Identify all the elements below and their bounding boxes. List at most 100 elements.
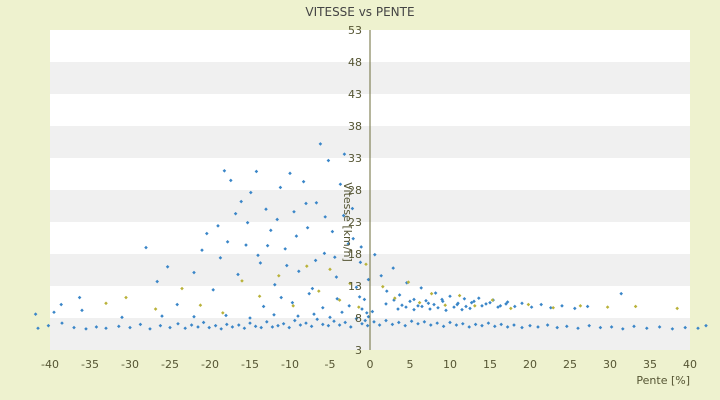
x-tick-label: -10 [281, 358, 299, 371]
chart-title: VITESSE vs PENTE [305, 5, 414, 19]
data-point [128, 325, 132, 330]
data-point [384, 302, 388, 306]
data-point [396, 307, 400, 311]
y-tick-label: 33 [348, 152, 362, 165]
y-tick-label: 3 [355, 344, 362, 357]
data-point [609, 325, 614, 329]
data-point [77, 295, 82, 300]
data-point [573, 306, 577, 311]
data-point [670, 327, 675, 331]
data-point [36, 326, 40, 331]
data-point [248, 321, 252, 325]
data-point [454, 323, 459, 327]
data-point [444, 308, 448, 313]
data-point [499, 322, 503, 327]
data-point [326, 158, 331, 163]
data-point [472, 299, 476, 304]
data-point-secondary [317, 289, 321, 293]
data-point [461, 321, 465, 326]
y-tick-label: 13 [348, 280, 362, 293]
data-point-secondary [104, 301, 108, 306]
data-point [598, 325, 603, 330]
data-point [287, 325, 291, 330]
data-point [270, 325, 275, 329]
data-point [310, 286, 315, 291]
data-point [293, 318, 297, 323]
data-point [84, 327, 88, 331]
data-point [350, 206, 355, 211]
x-tick-label: -30 [121, 358, 139, 371]
data-point [332, 319, 336, 323]
data-point-secondary [406, 280, 411, 284]
data-point [242, 326, 247, 331]
data-point [493, 324, 497, 329]
data-point [529, 305, 534, 309]
data-point [390, 322, 395, 327]
data-point-secondary [337, 298, 342, 302]
data-point [275, 217, 279, 222]
data-point [341, 213, 346, 218]
data-point [307, 291, 311, 296]
data-point [441, 324, 446, 329]
data-point [175, 302, 179, 307]
data-point [403, 323, 407, 328]
data-point [218, 256, 223, 260]
data-point-secondary [291, 304, 295, 308]
data-point [239, 199, 243, 204]
data-point [397, 293, 402, 297]
data-point [216, 224, 220, 228]
data-point [104, 326, 108, 331]
data-point [704, 323, 708, 328]
data-point [333, 255, 337, 259]
data-point [467, 325, 471, 329]
data-point [420, 304, 424, 309]
data-point [244, 243, 248, 247]
data-point [484, 302, 488, 306]
data-point [264, 207, 268, 211]
data-point [273, 282, 277, 287]
data-point [189, 323, 194, 327]
x-tick-label: -5 [325, 358, 336, 371]
data-point [334, 275, 339, 279]
data-point [486, 321, 491, 325]
data-point-secondary [393, 296, 397, 300]
data-point-secondary [277, 273, 281, 278]
data-point [397, 320, 401, 325]
data-point [292, 209, 296, 214]
data-point-secondary [633, 304, 638, 309]
data-point [312, 312, 316, 316]
data-point [237, 323, 241, 327]
data-point [305, 225, 310, 230]
data-point [144, 245, 148, 250]
data-point [225, 240, 230, 244]
data-point [366, 277, 371, 282]
data-point [165, 265, 170, 269]
data-point [304, 201, 308, 206]
x-tick-label: 30 [603, 358, 617, 371]
data-point [360, 307, 364, 311]
data-point [201, 320, 206, 325]
data-point [224, 313, 228, 318]
data-point [272, 313, 276, 317]
data-point [245, 220, 250, 225]
data-point [505, 300, 510, 304]
data-point [138, 322, 143, 327]
data-point [384, 318, 388, 323]
data-point [288, 171, 292, 176]
data-point [351, 236, 355, 241]
data-point [464, 304, 468, 309]
data-point [281, 321, 286, 326]
y-tick-label: 28 [348, 184, 362, 197]
data-point [448, 320, 452, 325]
data-point [496, 305, 500, 309]
data-point [360, 321, 364, 326]
data-point [52, 310, 56, 315]
data-point [422, 320, 427, 324]
data-point [409, 319, 414, 323]
data-point [448, 294, 452, 299]
data-point [183, 326, 187, 331]
data-point [362, 297, 367, 302]
data-point [373, 252, 377, 257]
